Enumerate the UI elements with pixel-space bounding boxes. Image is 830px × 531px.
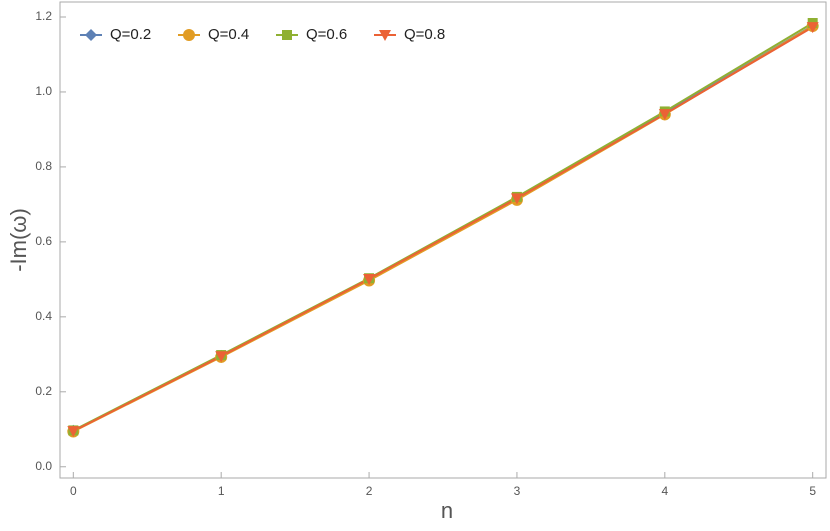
y-axis-label: -Im(ω): [6, 208, 31, 272]
x-tick-label: 1: [218, 484, 225, 498]
y-tick-label: 0.4: [35, 309, 52, 323]
marker: [658, 109, 671, 121]
y-tick-label: 1.0: [35, 84, 52, 98]
series-line: [72, 24, 814, 432]
legend-label: Q=0.8: [404, 26, 445, 43]
legend-label: Q=0.4: [208, 26, 249, 43]
y-tick-label: 0.6: [35, 234, 52, 248]
marker: [510, 193, 523, 205]
y-tick-label: 0.8: [35, 159, 52, 173]
marker: [363, 273, 376, 285]
marker: [379, 30, 391, 41]
x-tick-label: 2: [366, 484, 373, 498]
marker: [215, 351, 228, 363]
legend: Q=0.2 Q=0.4 Q=0.6 Q=0.8: [80, 26, 445, 43]
x-axis-label: n: [441, 498, 453, 523]
series-line: [72, 22, 814, 432]
marker: [183, 29, 195, 41]
y-tick-label: 0.0: [35, 459, 52, 473]
legend-label: Q=0.2: [110, 26, 151, 43]
x-tick-label: 0: [70, 484, 77, 498]
plot-frame: [59, 1, 827, 479]
legend-label: Q=0.6: [306, 26, 347, 43]
marker: [67, 426, 80, 438]
marker: [85, 29, 97, 41]
x-tick-label: 5: [809, 484, 816, 498]
x-tick-label: 3: [514, 484, 521, 498]
marker: [282, 30, 292, 40]
x-tick-label: 4: [661, 484, 668, 498]
y-tick-label: 0.2: [35, 384, 52, 398]
marker: [806, 22, 819, 34]
series-line: [72, 26, 814, 433]
y-tick-label: 1.2: [35, 9, 52, 23]
series-line: [72, 25, 814, 433]
